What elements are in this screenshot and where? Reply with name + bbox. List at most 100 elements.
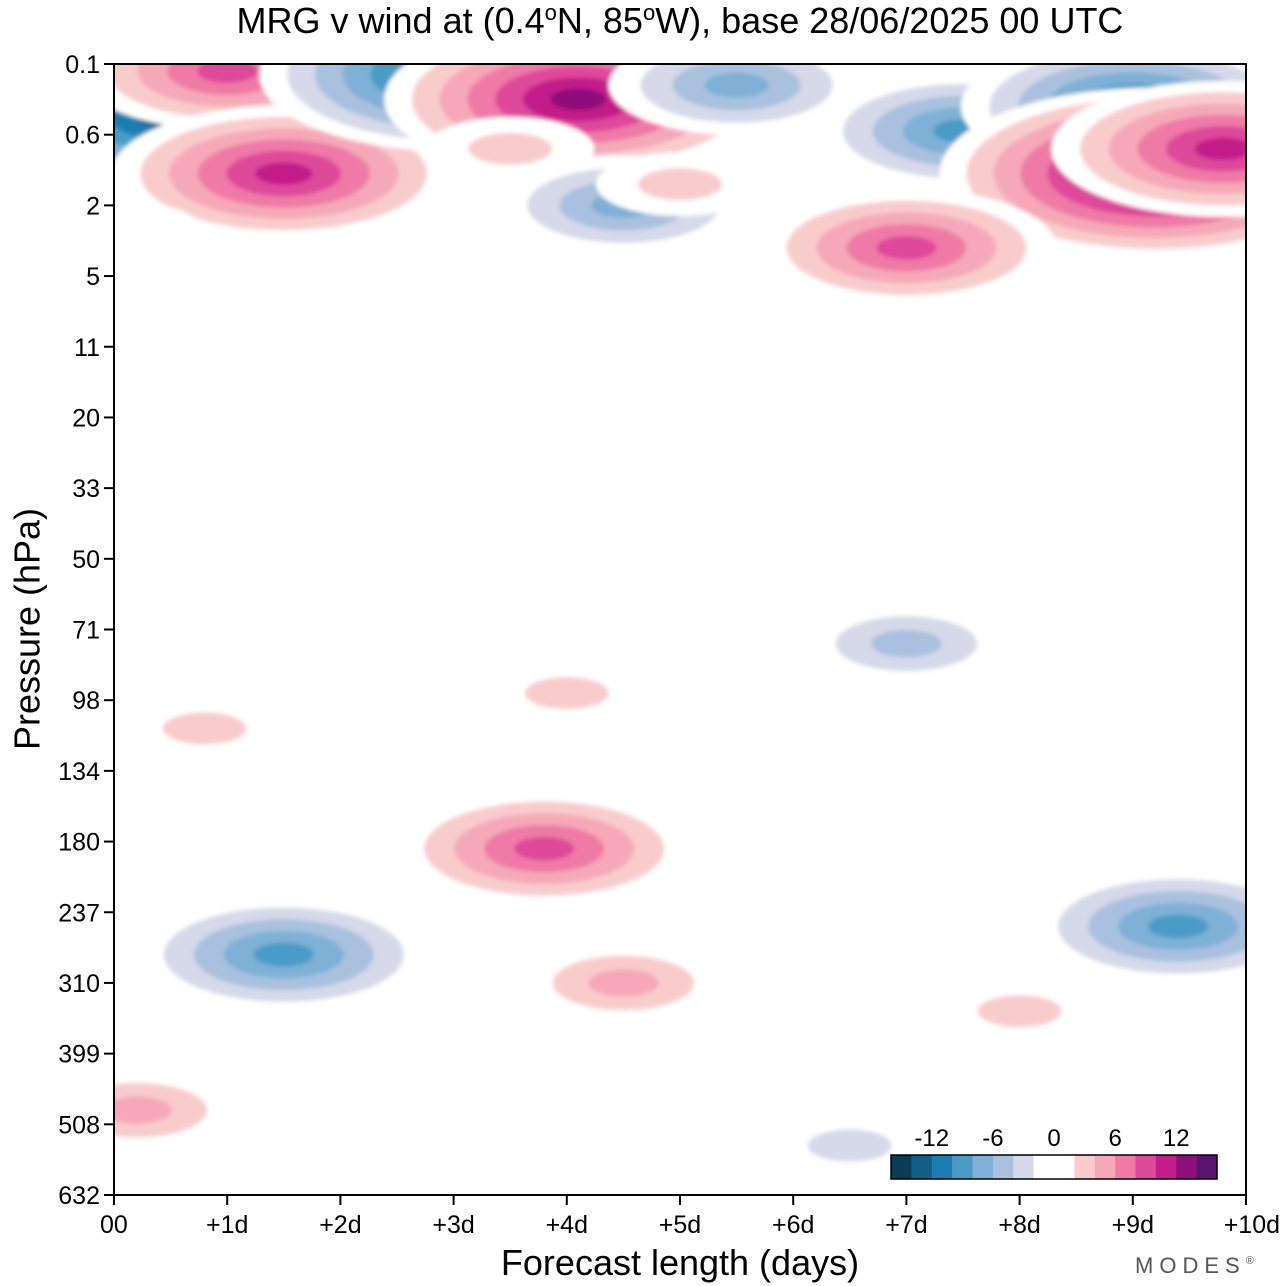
field-feature [114, 105, 456, 242]
field-feature [120, 696, 289, 761]
y-tick-label: 98 [72, 687, 100, 715]
colorbar-cell [1135, 1155, 1157, 1179]
y-axis: 0.1 0.6 2 5 11 20 33 50 71 98 134 180 237 310 399 508 63… [58, 51, 114, 1210]
colorbar-cell [1013, 1155, 1034, 1179]
contour-band [876, 235, 937, 260]
x-tick-label: +3d [432, 1211, 474, 1239]
x-tick-label: +7d [885, 1211, 927, 1239]
y-tick-label: 50 [72, 546, 100, 574]
colorbar-frame [890, 1154, 1218, 1180]
brand-text: MODES [1135, 1253, 1246, 1278]
colorbar-cell [952, 1155, 973, 1179]
colorbar-cell [1054, 1155, 1075, 1179]
colorbar-cell [992, 1155, 1014, 1179]
contour-band [448, 309, 573, 356]
colorbar-cell [1074, 1155, 1096, 1179]
field-feature [133, 895, 434, 1014]
y-axis-label: Pressure (hPa) [7, 508, 48, 750]
colorbar-cell [972, 1155, 994, 1179]
field-feature [517, 941, 730, 1024]
colorbar-label: -6 [982, 1125, 1003, 1152]
y-tick-label: 5 [86, 263, 100, 291]
field-feature [608, 64, 865, 136]
y-tick-label: 11 [74, 334, 100, 362]
contour-band [1148, 914, 1209, 939]
colorbar-cell [1033, 1155, 1055, 1179]
contour-band [871, 629, 942, 658]
x-tick-label: +9d [1112, 1211, 1154, 1239]
contour-band [588, 969, 659, 997]
contour-band [638, 168, 722, 201]
colorbar-cell [1115, 1155, 1136, 1179]
colorbar-cell [1094, 1155, 1116, 1179]
y-tick-label: 237 [58, 899, 100, 927]
y-tick-label: 508 [58, 1111, 100, 1139]
contour-band [524, 677, 609, 710]
x-tick-label: +6d [772, 1211, 814, 1239]
colorbar-cell [891, 1155, 912, 1179]
field-feature [935, 979, 1104, 1044]
colorbar: -12 -6 0 6 12 [890, 1125, 1218, 1180]
y-tick-label: 310 [58, 970, 100, 998]
contour-band [514, 836, 575, 861]
field-feature [1028, 867, 1246, 986]
field-feature [756, 188, 1057, 307]
wind-field [114, 64, 1246, 1178]
colorbar-label: 6 [1108, 1125, 1121, 1152]
field-feature [800, 602, 1013, 685]
y-tick-label: 20 [72, 404, 100, 432]
title-part-3: W), base 28/06/2025 00 UTC [655, 0, 1123, 41]
brand-logo: MODES® [1135, 1253, 1254, 1278]
x-tick-label: +1d [206, 1211, 248, 1239]
title-part-2: N, 85 [557, 0, 643, 41]
y-tick-label: 134 [58, 758, 100, 786]
x-tick-label: +10d [1224, 1211, 1280, 1239]
contour-band [221, 790, 346, 837]
colorbar-label: 12 [1163, 1125, 1190, 1152]
x-tick-label: 00 [100, 1211, 128, 1239]
y-tick-label: 632 [58, 1182, 100, 1210]
y-tick-label: 399 [58, 1041, 100, 1069]
x-axis-label: Forecast length (days) [501, 1242, 859, 1283]
contour-band [255, 162, 313, 185]
field-feature [482, 661, 651, 726]
field-feature [114, 203, 199, 250]
contour-band [550, 88, 606, 111]
brand-mark: ® [1246, 1255, 1254, 1267]
field-feature [448, 1122, 573, 1169]
x-tick-label: +8d [998, 1211, 1040, 1239]
colorbar-cell [1155, 1155, 1177, 1179]
x-tick-label: +4d [546, 1211, 588, 1239]
y-tick-label: 0.6 [65, 122, 100, 150]
contour-band [448, 1122, 573, 1169]
colorbar-cell [1196, 1155, 1218, 1179]
x-axis: 00 +1d +2d +3d +4d +5d +6d +7d +8d +9d +10d [100, 1195, 1280, 1239]
contour-band [704, 72, 769, 98]
y-tick-label: 180 [58, 829, 100, 857]
field-feature [448, 309, 573, 356]
y-tick-label: 71 [72, 617, 100, 645]
colorbar-label: -12 [914, 1125, 949, 1152]
field-feature [1051, 80, 1246, 217]
contour-band [197, 64, 258, 83]
title-part-1: MRG v wind at (0.4 [237, 0, 545, 41]
colorbar-cell [911, 1155, 933, 1179]
field-feature [114, 1069, 243, 1152]
field-feature [394, 789, 695, 908]
colorbar-cell [1176, 1155, 1197, 1179]
field-feature [596, 152, 764, 217]
contour-band [468, 132, 553, 165]
contour-band [977, 995, 1062, 1028]
contour-band [162, 712, 247, 745]
contour-band [807, 1129, 892, 1162]
contour-band [1194, 137, 1246, 161]
x-tick-label: +2d [319, 1211, 361, 1239]
plot-area [113, 63, 1247, 1196]
chart-title: MRG v wind at (0.4oN, 85oW), base 28/06/… [237, 0, 1124, 41]
colorbar-label: 0 [1047, 1125, 1060, 1152]
colorbar-cell [931, 1155, 953, 1179]
title-degree-2: o [643, 0, 655, 25]
x-tick-label: +5d [659, 1211, 701, 1239]
y-tick-label: 2 [86, 192, 100, 220]
